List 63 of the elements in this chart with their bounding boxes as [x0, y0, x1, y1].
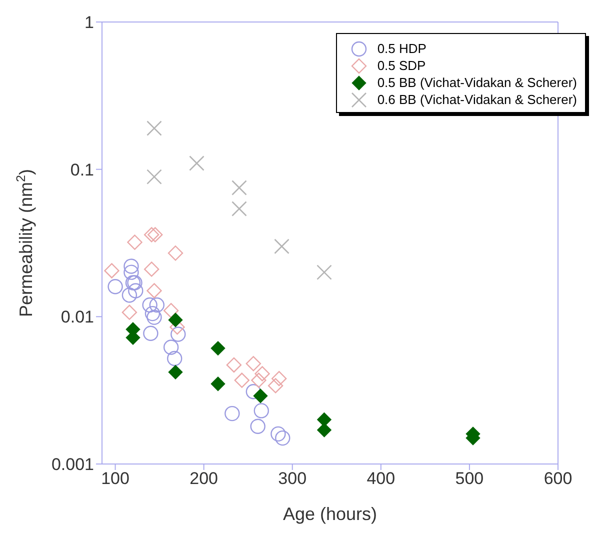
point	[268, 378, 284, 394]
x-tick-label: 600	[544, 469, 572, 488]
point	[210, 376, 226, 391]
y-tick-label: 0.001	[51, 455, 94, 474]
point	[168, 312, 183, 328]
point	[210, 341, 226, 356]
point	[124, 264, 139, 280]
point	[163, 340, 179, 355]
x-tick-label: 200	[190, 469, 218, 488]
point	[122, 304, 138, 320]
point	[149, 297, 164, 313]
x-tick-label: 500	[455, 469, 484, 488]
legend-label: 0.5 SDP	[377, 57, 426, 74]
point	[232, 180, 247, 196]
point	[316, 264, 332, 280]
legend-label: 0.5 HDP	[377, 40, 426, 57]
point	[124, 258, 139, 274]
point	[127, 234, 142, 250]
point	[234, 372, 250, 388]
point	[144, 227, 160, 242]
point	[270, 426, 286, 442]
point	[143, 326, 158, 341]
point	[168, 246, 184, 261]
point	[254, 366, 270, 382]
point	[317, 422, 332, 438]
point	[167, 350, 182, 366]
y-tick-label: 1	[84, 13, 94, 32]
point	[232, 201, 247, 216]
point	[144, 262, 160, 277]
x-axis-title: Age (hours)	[282, 504, 378, 524]
point	[146, 120, 162, 136]
x-tick-label: 400	[366, 469, 396, 488]
point	[146, 310, 162, 325]
point	[254, 403, 269, 418]
point	[275, 430, 290, 446]
point	[250, 418, 266, 434]
point	[108, 278, 123, 294]
point	[122, 288, 138, 303]
point	[226, 357, 242, 373]
point	[104, 263, 120, 278]
point	[274, 238, 290, 254]
y-tick-label: 0.01	[60, 308, 94, 327]
point	[253, 388, 268, 403]
legend-label: 0.6 BB (Vichat-Vidakan & Scherer)	[377, 91, 577, 108]
point	[128, 283, 144, 298]
x-tick-label: 300	[278, 469, 307, 488]
point	[224, 406, 240, 422]
point	[148, 227, 163, 242]
x-tick-label: 100	[101, 469, 130, 488]
point	[251, 372, 266, 388]
point	[271, 370, 287, 386]
point	[246, 384, 262, 400]
legend-label: 0.5 BB (Vichat-Vidakan & Scherer)	[377, 74, 577, 91]
point	[246, 356, 262, 372]
y-tick-label: 0.1	[70, 160, 94, 180]
point	[142, 297, 158, 313]
point	[146, 169, 162, 184]
point	[168, 365, 183, 380]
point	[189, 156, 204, 171]
point	[163, 302, 179, 318]
point	[146, 283, 162, 298]
point	[170, 326, 186, 342]
point	[144, 306, 160, 322]
